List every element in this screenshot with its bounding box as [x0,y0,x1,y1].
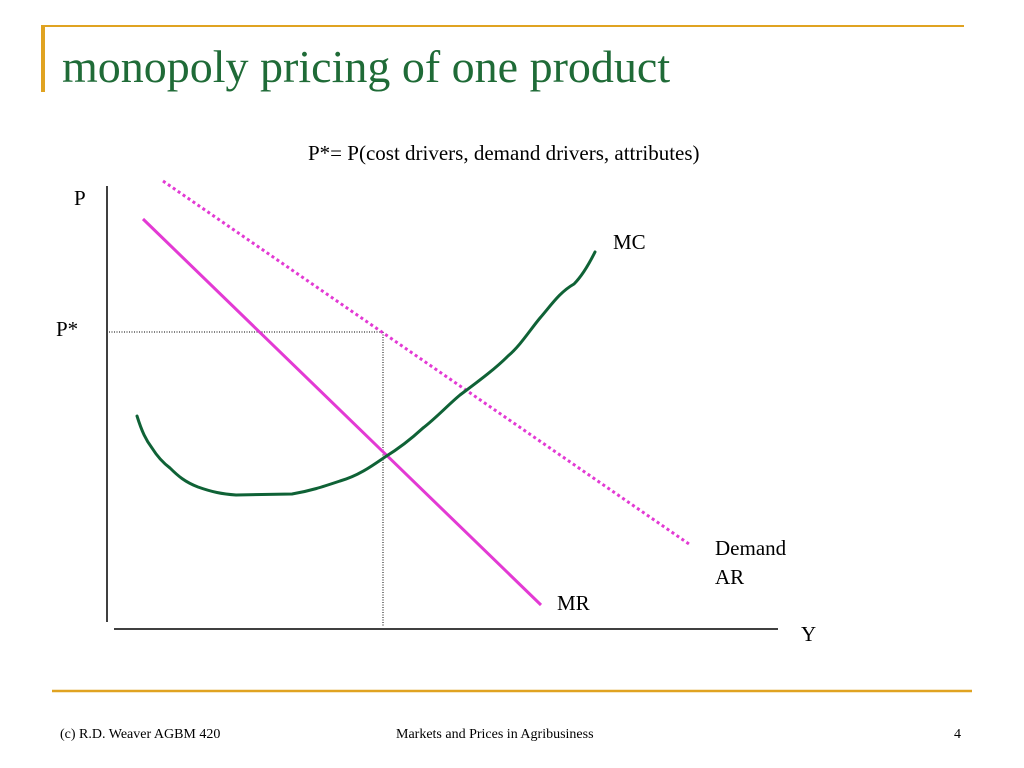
mc-curve [135,250,597,497]
mc-label: MC [613,230,646,254]
footer-course-title: Markets and Prices in Agribusiness [396,727,594,742]
x-axis-label: Y [801,622,817,646]
y-axis-label: P [74,186,86,210]
slide-title: monopoly pricing of one product [62,41,671,92]
page-number: 4 [954,727,961,742]
demand-label: Demand [715,536,787,560]
price-marker-label: P* [56,317,79,341]
mr-curve [141,217,543,607]
pricing-formula: P*= P(cost drivers, demand drivers, attr… [308,141,700,165]
demand-curve [162,179,690,546]
ar-label: AR [715,565,745,589]
footer-author: (c) R.D. Weaver AGBM 420 [60,727,221,742]
mr-label: MR [557,591,590,615]
